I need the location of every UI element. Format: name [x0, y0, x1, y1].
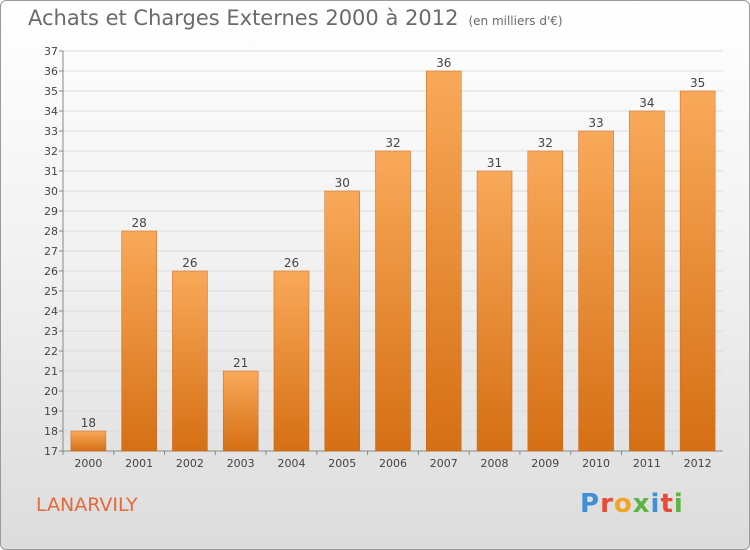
- chart-title: Achats et Charges Externes 2000 à 2012: [28, 6, 459, 30]
- x-tick-label: 2012: [684, 457, 712, 470]
- data-label: 28: [132, 216, 147, 230]
- data-label: 26: [284, 256, 299, 270]
- bars: [70, 70, 716, 452]
- y-tick-label: 29: [44, 205, 58, 218]
- y-tick-label: 28: [44, 225, 58, 238]
- y-tick-label: 24: [44, 305, 58, 318]
- bar: [426, 70, 462, 452]
- x-tick-label: 2000: [74, 457, 102, 470]
- bar: [273, 270, 310, 452]
- y-tick-label: 17: [44, 445, 58, 458]
- data-label: 32: [385, 136, 400, 150]
- proxiti-logo: Proxiti: [580, 489, 684, 519]
- data-label: 33: [588, 116, 603, 130]
- bar: [578, 130, 614, 452]
- y-tick-label: 18: [44, 425, 58, 438]
- bar: [629, 110, 665, 452]
- x-tick-label: 2003: [227, 457, 255, 470]
- bar: [679, 90, 716, 452]
- logo-letter: i: [673, 489, 684, 519]
- y-tick-label: 35: [44, 85, 58, 98]
- logo-letter: P: [580, 489, 601, 519]
- bar: [476, 170, 513, 452]
- bar: [324, 190, 360, 452]
- y-tick-label: 33: [44, 125, 58, 138]
- x-tick-label: 2004: [277, 457, 305, 470]
- data-label: 36: [436, 56, 451, 70]
- y-tick-label: 31: [44, 165, 58, 178]
- x-tick-label: 2001: [125, 457, 153, 470]
- data-label: 21: [233, 356, 248, 370]
- x-tick-label: 2010: [582, 457, 610, 470]
- y-tick-label: 20: [44, 385, 58, 398]
- x-tick-label: 2011: [633, 457, 661, 470]
- data-label: 34: [639, 96, 654, 110]
- logo-letter: r: [600, 489, 614, 519]
- y-tick-label: 19: [44, 405, 58, 418]
- data-label: 31: [487, 156, 502, 170]
- y-tick-label: 22: [44, 345, 58, 358]
- x-tick-label: 2006: [379, 457, 407, 470]
- data-label: 30: [335, 176, 350, 190]
- data-label: 32: [538, 136, 553, 150]
- y-tick-label: 23: [44, 325, 58, 338]
- y-tick-label: 37: [44, 45, 58, 58]
- y-tick-label: 27: [44, 245, 58, 258]
- bar: [375, 150, 411, 452]
- bar: [70, 430, 107, 452]
- commune-name: LANARVILY: [36, 494, 138, 516]
- bar: [222, 370, 259, 452]
- y-tick-label: 36: [44, 65, 58, 78]
- y-tick-label: 21: [44, 365, 58, 378]
- logo-letter: i: [650, 489, 661, 519]
- chart-unit: (en milliers d'€): [468, 14, 563, 28]
- x-tick-label: 2008: [481, 457, 509, 470]
- y-tick-label: 26: [44, 265, 58, 278]
- y-tick-label: 34: [44, 105, 58, 118]
- bar: [172, 270, 208, 452]
- x-tick-label: 2009: [531, 457, 559, 470]
- chart-title-block: Achats et Charges Externes 2000 à 2012 (e…: [28, 6, 563, 30]
- logo-letter: o: [613, 489, 633, 519]
- x-tick-label: 2002: [176, 457, 204, 470]
- y-tick-label: 25: [44, 285, 58, 298]
- bar: [121, 230, 157, 452]
- data-label: 26: [182, 256, 197, 270]
- bar: [527, 150, 564, 452]
- logo-letter: t: [660, 489, 674, 519]
- data-label: 35: [690, 76, 705, 90]
- x-tick-label: 2007: [430, 457, 458, 470]
- logo-letter: x: [632, 489, 651, 519]
- data-label: 18: [81, 416, 96, 430]
- y-tick-label: 32: [44, 145, 58, 158]
- y-tick-label: 30: [44, 185, 58, 198]
- data-labels: 18 28 26 21 26 30 32 36 31 32 33 34 35: [81, 56, 706, 430]
- x-tick-label: 2005: [328, 457, 356, 470]
